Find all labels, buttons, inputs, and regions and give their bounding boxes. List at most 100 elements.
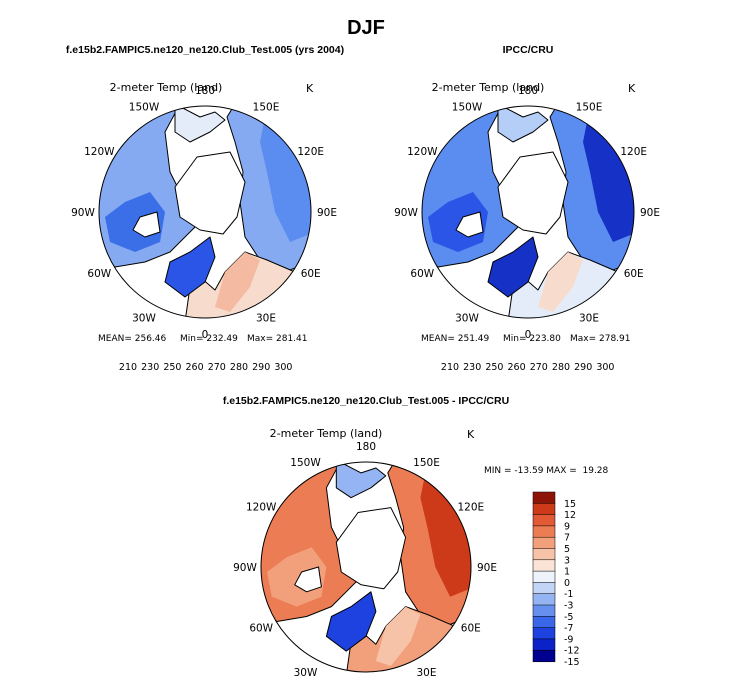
colorbar-box <box>532 627 556 640</box>
colorbar-box <box>532 525 556 538</box>
lon-label: 60E <box>624 268 644 280</box>
colorbar-tick-label: 270 <box>208 362 226 373</box>
map-field-region <box>455 211 484 238</box>
panel-model-min: Min= 232.49 <box>180 334 238 344</box>
colorbar-tick-label: 5 <box>564 544 570 555</box>
map-field-region <box>174 151 246 235</box>
map-field-region <box>132 211 161 238</box>
colorbar-tick-label: 230 <box>463 362 481 373</box>
map-field-region <box>487 236 539 298</box>
map-field-region <box>294 566 322 593</box>
colorbar-box <box>532 570 556 583</box>
map-field-region <box>164 236 216 298</box>
colorbar-tick-label: 280 <box>230 362 248 373</box>
panel-model: f.e15b2.FAMPIC5.ne120_ne120.Club_Test.00… <box>66 44 344 373</box>
map-field-region <box>215 252 260 312</box>
lon-label: 150W <box>452 101 483 113</box>
map-field-region <box>420 472 471 597</box>
panel-diff-variable: 2-meter Temp (land) <box>270 427 383 440</box>
lon-label: 30E <box>579 313 599 325</box>
map-field-region <box>260 117 311 242</box>
colorbar-tick-label: 3 <box>564 555 570 566</box>
colorbar-tick-label: 250 <box>485 362 503 373</box>
colorbar-tick-label: 15 <box>564 499 576 510</box>
colorbar-tick-label: 12 <box>564 510 576 521</box>
lon-label: 30W <box>132 313 156 325</box>
panel-model-variable: 2-meter Temp (land) <box>110 81 223 94</box>
panel-diff-title: f.e15b2.FAMPIC5.ne120_ne120.Club_Test.00… <box>223 395 509 407</box>
figure-title: DJF <box>347 17 385 39</box>
map-field-region <box>583 117 634 242</box>
panel-model-max: Max= 281.41 <box>247 334 308 344</box>
panel-obs-units: K <box>628 82 636 95</box>
panel-model-units: K <box>306 82 314 95</box>
colorbar-tick-label: 1 <box>564 567 570 578</box>
colorbar-tick-label: 210 <box>119 362 137 373</box>
panel-obs-lon-labels: 180 150E 120E 90E 60E 30E 0 30W 60W 90W 120W 150W <box>394 85 660 341</box>
colorbar-tick-label: 280 <box>552 362 570 373</box>
map-field-region <box>497 106 549 143</box>
colorbar-box <box>532 638 556 651</box>
lon-label: 120W <box>407 146 438 158</box>
colorbar-box <box>532 593 556 606</box>
map-field-region <box>335 507 407 590</box>
panel-obs: IPCC/CRU 2-meter Temp (land) K 180 150E 12… <box>394 44 660 373</box>
colorbar-tick-label: -3 <box>564 601 573 612</box>
lon-label: 90E <box>640 207 660 219</box>
colorbar-tick-label: 0 <box>564 578 570 589</box>
colorbar-tick-label: 250 <box>163 362 181 373</box>
colorbar-tick-label: -12 <box>564 646 580 657</box>
colorbar-tick-label: 7 <box>564 533 570 544</box>
colorbar-box <box>532 649 556 663</box>
colorbar-tick-label: 300 <box>274 362 292 373</box>
lon-label: 90W <box>233 562 257 574</box>
colorbar-tick-label: -9 <box>564 634 573 645</box>
lon-label: 30W <box>294 667 318 679</box>
panel-obs-title: IPCC/CRU <box>503 44 554 56</box>
panel-obs-min: Min= 223.80 <box>503 334 561 344</box>
colorbar-box <box>532 491 556 504</box>
panel-model-title: f.e15b2.FAMPIC5.ne120_ne120.Club_Test.00… <box>66 44 344 56</box>
colorbar-box <box>532 559 556 572</box>
lon-label: 150W <box>129 101 160 113</box>
colorbar-tick-label: 290 <box>252 362 270 373</box>
panel-diff-map-border <box>260 461 472 673</box>
panel-diff: f.e15b2.FAMPIC5.ne120_ne120.Club_Test.00… <box>223 395 609 679</box>
lon-label: 120E <box>457 502 484 514</box>
panel-model-map-border <box>98 105 312 319</box>
lon-label: 60W <box>87 268 111 280</box>
map-field-region <box>538 252 583 312</box>
lon-label: 150E <box>576 101 603 113</box>
colorbar-box <box>532 548 556 561</box>
lon-label: 60W <box>249 623 273 635</box>
lon-label: 120W <box>246 502 277 514</box>
lon-label: 30E <box>256 313 276 325</box>
lon-label: 0 <box>202 329 209 341</box>
panel-model-colorbar: 210 230 250 260 270 280 290 300 <box>119 362 293 373</box>
panel-obs-colorbar: 210 230 250 260 270 280 290 300 <box>441 362 615 373</box>
lon-label: 120E <box>620 146 647 158</box>
map-field-region <box>497 151 569 235</box>
lon-label: 180 <box>518 85 538 97</box>
panel-obs-variable: 2-meter Temp (land) <box>432 81 545 94</box>
lon-label: 150E <box>253 101 280 113</box>
colorbar-tick-label: 300 <box>596 362 614 373</box>
lon-label: 150E <box>413 457 440 469</box>
panel-diff-map <box>261 462 471 672</box>
colorbar-tick-label: -5 <box>564 612 573 623</box>
colorbar-tick-label: 210 <box>441 362 459 373</box>
map-field-region <box>428 192 488 252</box>
colorbar-box <box>532 582 556 595</box>
lon-label: 90W <box>71 207 95 219</box>
panel-diff-stats: MIN = -13.59 MAX = 19.28 <box>484 466 609 476</box>
lon-label: 30E <box>417 667 437 679</box>
colorbar-tick-label: 290 <box>574 362 592 373</box>
colorbar-tick-label: 260 <box>508 362 526 373</box>
lon-label: 60E <box>301 268 321 280</box>
panel-model-mean: MEAN= 256.46 <box>98 334 167 344</box>
colorbar-tick-label: 230 <box>141 362 159 373</box>
lon-label: 120W <box>84 146 115 158</box>
